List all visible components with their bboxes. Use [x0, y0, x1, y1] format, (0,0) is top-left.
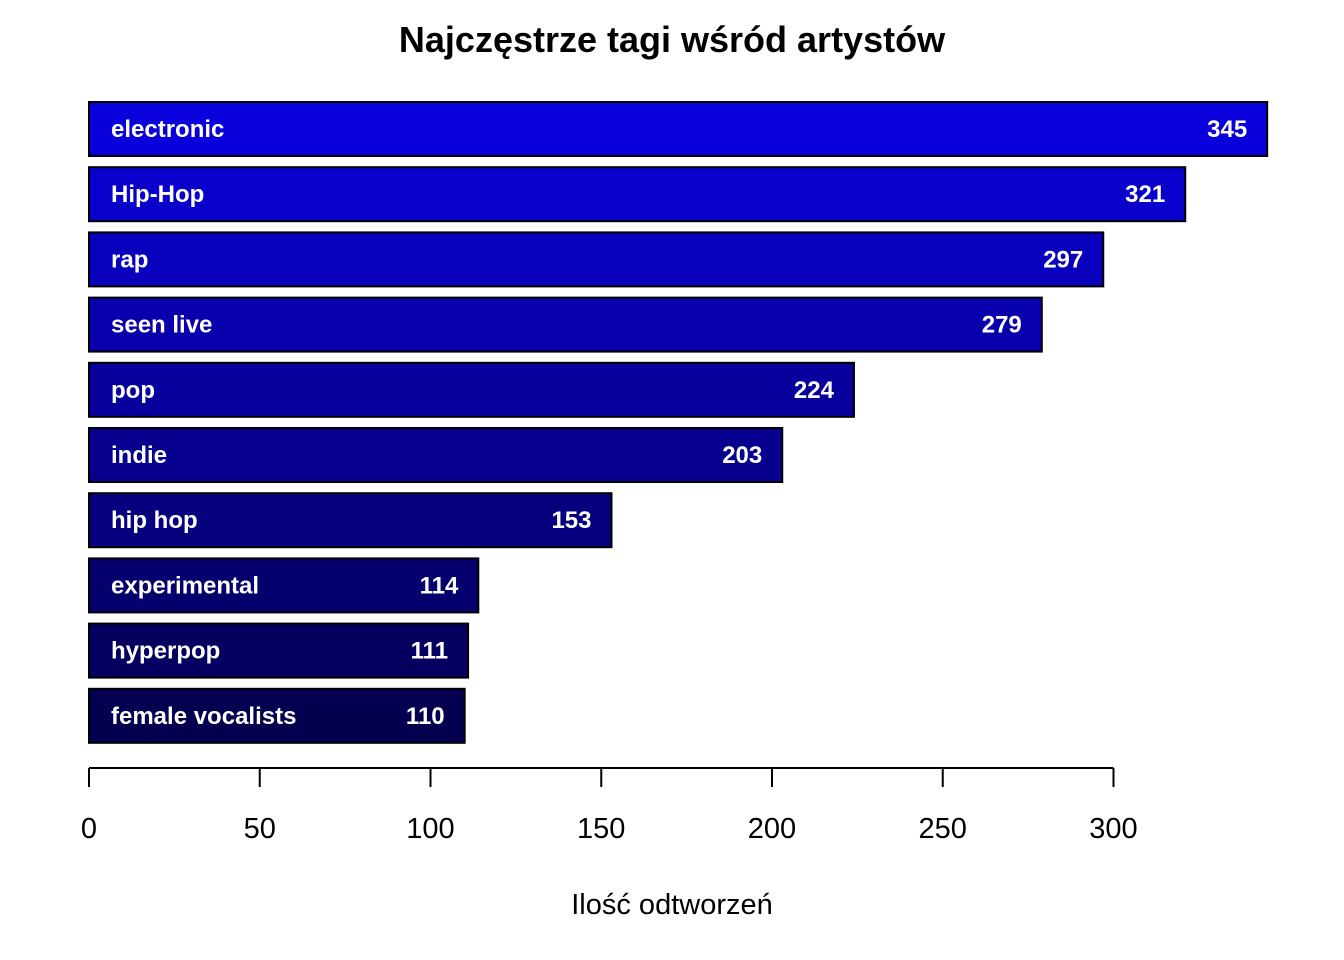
bar-value-8: 111 — [411, 638, 448, 665]
bar-4 — [88, 361, 855, 418]
x-tick-label-0: 0 — [81, 813, 97, 845]
x-tick-label-3: 150 — [577, 813, 625, 845]
bar-9 — [88, 687, 466, 744]
bar-value-2: 297 — [1043, 246, 1083, 273]
bar-label-8: hyperpop — [111, 638, 220, 665]
bar-2 — [88, 231, 1105, 288]
bar-label-3: seen live — [111, 312, 212, 339]
bar-label-1: Hip-Hop — [111, 181, 204, 208]
bar-label-7: experimental — [111, 572, 259, 599]
bar-8 — [88, 622, 470, 679]
bar-7 — [88, 557, 480, 614]
bar-value-7: 114 — [420, 572, 459, 599]
bar-label-4: pop — [111, 377, 155, 404]
bar-value-4: 224 — [794, 377, 835, 404]
bar-label-6: hip hop — [111, 507, 198, 534]
chart-title: Najczęstrze tagi wśród artystów — [399, 19, 946, 60]
x-axis-label: Ilość odtworzeń — [571, 889, 773, 921]
bar-0 — [88, 101, 1269, 157]
bar-value-0: 345 — [1207, 116, 1247, 143]
bar-value-3: 279 — [982, 312, 1022, 339]
x-tick-label-2: 100 — [406, 813, 454, 845]
bar-1 — [88, 166, 1187, 223]
bar-label-0: electronic — [111, 116, 224, 143]
bar-label-2: rap — [111, 246, 148, 273]
x-tick-label-4: 200 — [748, 813, 796, 845]
bar-label-5: indie — [111, 442, 167, 469]
x-tick-label-5: 250 — [919, 813, 967, 845]
bars-group: electronic 345 Hip-Hop 321 rap 297 seen live 27… — [88, 101, 1269, 744]
bar-5 — [88, 427, 784, 483]
bar-value-1: 321 — [1125, 181, 1165, 208]
x-tick-label-6: 300 — [1089, 813, 1137, 845]
bar-6 — [88, 492, 613, 549]
bar-3 — [88, 296, 1043, 353]
x-tick-label-1: 50 — [244, 813, 276, 845]
bar-value-6: 153 — [551, 507, 591, 534]
bar-value-5: 203 — [722, 442, 762, 469]
bar-value-9: 110 — [406, 703, 445, 730]
x-axis: 0 50 100 150 200 250 300 — [81, 767, 1138, 845]
bar-label-9: female vocalists — [111, 703, 296, 730]
